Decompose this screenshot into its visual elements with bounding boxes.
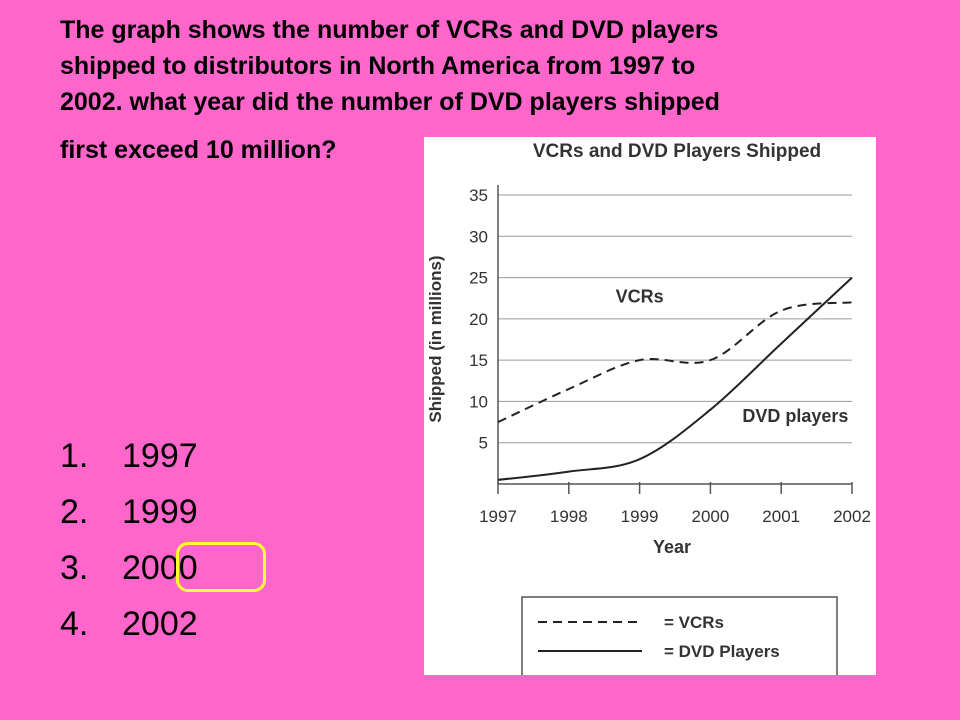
legend-box <box>521 596 838 675</box>
x-tick-label: 1999 <box>621 507 659 526</box>
chart-series <box>497 276 853 481</box>
chart-labels: VCRs DVD players <box>616 286 849 426</box>
answer-number: 4. <box>60 605 89 643</box>
y-tick-label: 30 <box>469 227 488 246</box>
series-line-vcrs <box>497 301 853 424</box>
question-line: shipped to distributors in North America… <box>60 52 696 80</box>
chart-title: VCRs and DVD Players Shipped <box>533 141 821 162</box>
answer-year: 2002 <box>122 605 198 643</box>
y-tick-label: 10 <box>469 392 488 411</box>
annotation-dvd-players: DVD players <box>742 406 848 426</box>
x-tick-label: 2000 <box>691 507 729 526</box>
annotation-vcrs: VCRs <box>616 286 664 306</box>
y-tick-label: 35 <box>469 186 488 205</box>
answer-year: 1999 <box>122 493 198 531</box>
y-tick-label: 5 <box>479 434 488 453</box>
legend-label-dvd: = DVD Players <box>664 642 780 661</box>
line-chart: VCRs and DVD Players Shipped 5 10 15 20 25 30… <box>426 141 871 675</box>
chart-grid <box>498 194 852 444</box>
answer-number: 3. <box>60 549 89 587</box>
x-tick-label: 1997 <box>479 507 517 526</box>
question-line: 2002. what year did the number of DVD pl… <box>60 88 720 116</box>
question-text: The graph shows the number of VCRs and D… <box>60 12 930 168</box>
x-tick-label: 1998 <box>550 507 588 526</box>
y-axis-label: Shipped (in millions) <box>426 255 445 422</box>
legend-label-vcrs: = VCRs <box>664 613 724 632</box>
answer-number: 2. <box>60 493 89 531</box>
chart-axes: 5 10 15 20 25 30 35 1997 1998 1999 2000 2001 2002 <box>469 185 871 526</box>
answer-year: 1997 <box>122 437 198 475</box>
question-line: first exceed 10 million? <box>60 136 337 164</box>
chart-panel: VCRs and DVD Players Shipped 5 10 15 20 25 30… <box>424 137 876 675</box>
question-line: The graph shows the number of VCRs and D… <box>60 16 719 44</box>
x-tick-label: 2001 <box>762 507 800 526</box>
answer-number: 1. <box>60 437 89 475</box>
y-tick-label: 25 <box>469 269 488 288</box>
answer-highlight-circle <box>176 542 266 592</box>
series-line-dvd-players <box>497 276 853 481</box>
x-axis-label: Year <box>653 537 691 557</box>
chart-legend: = VCRs = DVD Players <box>521 596 838 675</box>
y-tick-label: 15 <box>469 351 488 370</box>
y-tick-label: 20 <box>469 310 488 329</box>
x-tick-label: 2002 <box>833 507 871 526</box>
